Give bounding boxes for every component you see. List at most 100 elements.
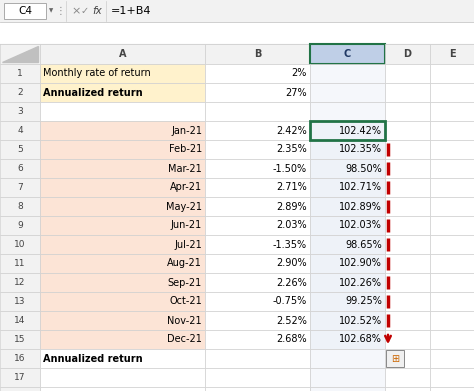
- Text: Mar-21: Mar-21: [168, 163, 202, 174]
- Bar: [430, 64, 474, 83]
- Bar: [385, 349, 430, 368]
- Bar: [40, 330, 205, 349]
- Bar: [205, 216, 310, 235]
- Bar: [430, 235, 474, 254]
- Bar: [310, 197, 385, 216]
- Bar: [205, 387, 310, 391]
- Bar: [310, 121, 385, 140]
- Text: May-21: May-21: [166, 201, 202, 212]
- Bar: [0, 121, 40, 140]
- Bar: [385, 368, 430, 387]
- Polygon shape: [2, 46, 38, 62]
- Text: D: D: [403, 49, 411, 59]
- Bar: [0, 311, 40, 330]
- Bar: [310, 368, 385, 387]
- Bar: [385, 102, 430, 121]
- Text: 17: 17: [14, 373, 26, 382]
- Bar: [310, 64, 385, 83]
- Text: C: C: [344, 49, 351, 59]
- Bar: [385, 159, 430, 178]
- Bar: [385, 235, 430, 254]
- Bar: [0, 349, 40, 368]
- Bar: [40, 349, 205, 368]
- Text: 3: 3: [17, 107, 23, 116]
- Bar: [385, 121, 430, 140]
- Text: 2%: 2%: [292, 68, 307, 79]
- Bar: [430, 140, 474, 159]
- Text: 2.68%: 2.68%: [276, 334, 307, 344]
- Bar: [0, 178, 40, 197]
- Text: 102.52%: 102.52%: [339, 316, 382, 325]
- Bar: [0, 273, 40, 292]
- Bar: [205, 44, 310, 64]
- Text: 98.65%: 98.65%: [345, 240, 382, 249]
- Bar: [205, 235, 310, 254]
- Text: ×: ×: [71, 6, 81, 16]
- Bar: [430, 121, 474, 140]
- Bar: [310, 349, 385, 368]
- Text: 4: 4: [17, 126, 23, 135]
- Bar: [385, 216, 430, 235]
- Bar: [0, 254, 40, 273]
- Text: 27%: 27%: [285, 88, 307, 97]
- Text: 11: 11: [14, 259, 26, 268]
- Text: Nov-21: Nov-21: [167, 316, 202, 325]
- Bar: [205, 102, 310, 121]
- Bar: [205, 140, 310, 159]
- Bar: [430, 349, 474, 368]
- Bar: [310, 292, 385, 311]
- Bar: [40, 216, 205, 235]
- Bar: [205, 292, 310, 311]
- Bar: [385, 311, 430, 330]
- Text: Monthly rate of return: Monthly rate of return: [43, 68, 151, 79]
- Bar: [40, 102, 205, 121]
- Text: B: B: [254, 49, 261, 59]
- Bar: [430, 368, 474, 387]
- Bar: [40, 292, 205, 311]
- Text: Sep-21: Sep-21: [168, 278, 202, 287]
- Text: 2.03%: 2.03%: [276, 221, 307, 231]
- Text: 7: 7: [17, 183, 23, 192]
- Bar: [310, 273, 385, 292]
- Text: 102.03%: 102.03%: [339, 221, 382, 231]
- Text: Jan-21: Jan-21: [171, 126, 202, 136]
- Bar: [0, 235, 40, 254]
- Bar: [40, 140, 205, 159]
- Bar: [40, 235, 205, 254]
- Bar: [385, 64, 430, 83]
- Text: 1: 1: [17, 69, 23, 78]
- Bar: [385, 330, 430, 349]
- Bar: [310, 102, 385, 121]
- Bar: [40, 197, 205, 216]
- Bar: [310, 178, 385, 197]
- Bar: [205, 330, 310, 349]
- Bar: [385, 83, 430, 102]
- Text: Annualized return: Annualized return: [43, 88, 143, 97]
- Text: Oct-21: Oct-21: [169, 296, 202, 307]
- Bar: [205, 178, 310, 197]
- Text: Jul-21: Jul-21: [174, 240, 202, 249]
- Text: -0.75%: -0.75%: [273, 296, 307, 307]
- Text: 10: 10: [14, 240, 26, 249]
- Bar: [430, 292, 474, 311]
- Text: 2.90%: 2.90%: [276, 258, 307, 269]
- Bar: [310, 330, 385, 349]
- Bar: [430, 102, 474, 121]
- Bar: [0, 292, 40, 311]
- Bar: [205, 64, 310, 83]
- Bar: [385, 254, 430, 273]
- Bar: [40, 387, 205, 391]
- Bar: [310, 140, 385, 159]
- Bar: [310, 311, 385, 330]
- Bar: [40, 368, 205, 387]
- Text: Annualized return: Annualized return: [43, 353, 143, 364]
- Text: Apr-21: Apr-21: [170, 183, 202, 192]
- Bar: [40, 64, 205, 83]
- Bar: [430, 273, 474, 292]
- Bar: [40, 121, 205, 140]
- Bar: [430, 197, 474, 216]
- Bar: [0, 0, 474, 22]
- Bar: [205, 368, 310, 387]
- Text: 2.71%: 2.71%: [276, 183, 307, 192]
- Bar: [205, 197, 310, 216]
